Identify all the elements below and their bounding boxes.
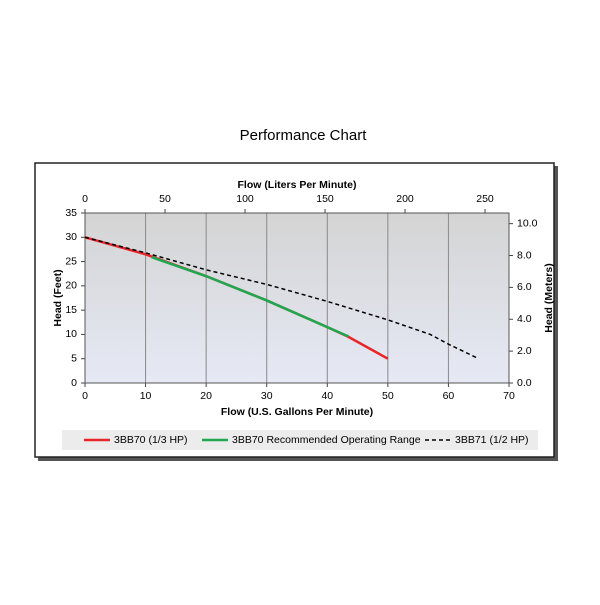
x-tick-label: 20 — [200, 390, 212, 402]
y2-tick-label: 6.0 — [517, 281, 532, 293]
plot-border — [84, 212, 510, 384]
x-tick-label: 60 — [443, 390, 455, 402]
x-tick-label: 70 — [503, 390, 515, 402]
legend-label: 3BB70 (1/3 HP) — [114, 434, 188, 446]
x2-axis-label: Flow (Liters Per Minute) — [237, 179, 356, 191]
series-line — [151, 256, 349, 338]
y-tick-label: 10 — [65, 328, 77, 340]
y-tick-label: 30 — [65, 231, 77, 243]
y-axis-label: Head (Feet) — [52, 269, 64, 326]
x-tick-label: 50 — [382, 390, 394, 402]
y-tick-label: 15 — [65, 304, 77, 316]
legend — [62, 430, 538, 450]
y2-tick-label: 8.0 — [517, 249, 532, 261]
y-tick-label: 25 — [65, 255, 77, 267]
y2-tick-label: 2.0 — [517, 345, 532, 357]
y-tick-label: 0 — [71, 377, 77, 389]
x-tick-label: 30 — [261, 390, 273, 402]
legend-label: 3BB71 (1/2 HP) — [455, 434, 529, 446]
y-tick-label: 20 — [65, 280, 77, 292]
x-tick-label: 10 — [140, 390, 152, 402]
y2-tick-label: 0.0 — [517, 377, 532, 389]
y2-tick-label: 10.0 — [517, 217, 538, 229]
x2-tick-label: 150 — [316, 193, 334, 205]
chart-title: Performance Chart — [240, 127, 368, 144]
x2-tick-label: 250 — [476, 193, 494, 205]
y2-tick-label: 4.0 — [517, 313, 532, 325]
x2-tick-label: 200 — [396, 193, 414, 205]
x2-tick-label: 50 — [159, 193, 171, 205]
y-tick-label: 5 — [71, 352, 77, 364]
plot-area — [85, 213, 509, 383]
series-line — [84, 236, 480, 360]
x-axis-label: Flow (U.S. Gallons Per Minute) — [221, 406, 373, 418]
x2-tick-label: 100 — [236, 193, 254, 205]
x-tick-label: 40 — [321, 390, 333, 402]
y-tick-label: 35 — [65, 207, 77, 219]
x-tick-label: 0 — [82, 390, 88, 402]
x2-tick-label: 0 — [82, 193, 88, 205]
legend-label: 3BB70 Recommended Operating Range — [232, 434, 421, 446]
y2-axis-label: Head (Meters) — [543, 263, 555, 332]
